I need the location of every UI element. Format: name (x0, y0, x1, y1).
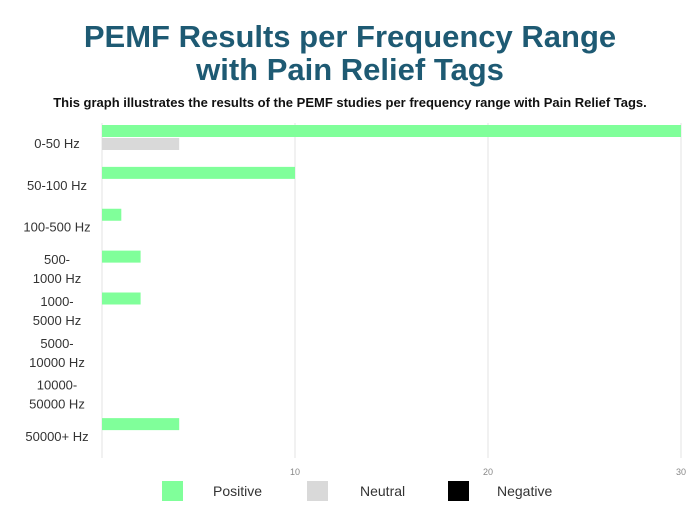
chart-legend: Positive Neutral Negative (0, 481, 700, 503)
category-label: 5000 Hz (33, 313, 81, 328)
chart-title-line-1: PEMF Results per Frequency Range (83, 19, 617, 54)
category-label: 0-50 Hz (34, 136, 80, 151)
legend-swatch-neutral (307, 481, 328, 501)
category-label: 50000+ Hz (25, 429, 88, 444)
chart-subtitle: This graph illustrates the results of th… (53, 95, 647, 110)
bar-positive-7 (102, 418, 180, 431)
bar-positive-0 (102, 125, 681, 137)
category-label: 5000- (40, 336, 73, 351)
category-label: 100-500 Hz (23, 220, 90, 235)
category-label: 1000- (40, 294, 73, 309)
category-label: 50-100 Hz (27, 178, 87, 193)
x-tick-label-20: 20 (483, 467, 493, 477)
category-label: 1000 Hz (33, 271, 81, 286)
legend-swatch-negative (448, 481, 469, 501)
category-label: 50000 Hz (29, 397, 85, 412)
x-tick-label-10: 10 (290, 467, 300, 477)
category-label: 10000- (37, 378, 77, 393)
x-tick-label-30: 30 (676, 467, 686, 477)
category-label: 500- (44, 252, 70, 267)
bar-positive-2 (102, 208, 122, 221)
legend-label-positive: Positive (213, 483, 263, 499)
bar-positive-1 (102, 166, 295, 179)
bar-positive-4 (102, 292, 141, 305)
category-label: 10000 Hz (29, 355, 85, 370)
chart-title-line-2: with Pain Relief Tags (196, 52, 504, 87)
legend-label-negative: Negative (497, 483, 553, 499)
bar-neutral-0 (102, 138, 180, 150)
chart-title: PEMF Results per Frequency Range with Pa… (0, 20, 700, 86)
legend-label-neutral: Neutral (360, 483, 406, 499)
legend-swatch-positive (162, 481, 183, 501)
bar-positive-3 (102, 250, 141, 263)
